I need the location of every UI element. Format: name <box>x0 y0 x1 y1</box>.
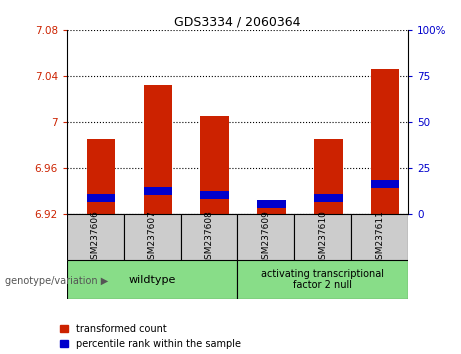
Bar <box>314 139 343 214</box>
Bar <box>67 260 237 299</box>
Bar <box>201 116 229 214</box>
Text: wildtype: wildtype <box>129 275 176 285</box>
Bar <box>371 69 400 214</box>
Bar <box>124 214 181 260</box>
Bar <box>143 85 172 214</box>
Legend: transformed count, percentile rank within the sample: transformed count, percentile rank withi… <box>60 324 241 349</box>
Text: GSM237608: GSM237608 <box>205 210 213 265</box>
Bar <box>87 194 115 202</box>
Bar <box>67 214 124 260</box>
Title: GDS3334 / 2060364: GDS3334 / 2060364 <box>174 16 301 29</box>
Bar <box>237 260 408 299</box>
Bar <box>294 214 351 260</box>
Bar <box>181 214 237 260</box>
Text: GSM237611: GSM237611 <box>375 210 384 265</box>
Text: GSM237606: GSM237606 <box>91 210 100 265</box>
Bar <box>371 180 400 188</box>
Bar <box>201 190 229 199</box>
Text: genotype/variation ▶: genotype/variation ▶ <box>5 276 108 286</box>
Bar <box>237 214 294 260</box>
Bar <box>351 214 408 260</box>
Text: GSM237610: GSM237610 <box>318 210 327 265</box>
Text: GSM237607: GSM237607 <box>148 210 157 265</box>
Bar <box>257 200 286 214</box>
Text: GSM237609: GSM237609 <box>261 210 270 265</box>
Text: activating transcriptional
factor 2 null: activating transcriptional factor 2 null <box>261 269 384 291</box>
Bar <box>257 200 286 208</box>
Bar <box>314 194 343 202</box>
Bar <box>87 139 115 214</box>
Bar <box>143 187 172 195</box>
